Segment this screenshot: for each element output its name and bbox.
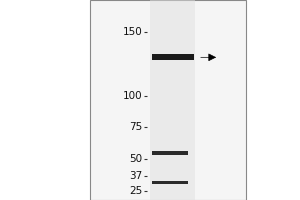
Bar [152,181,188,184]
Text: 37: 37 [129,171,142,181]
Bar [150,0,195,200]
Bar [90,0,246,200]
Text: 50: 50 [129,154,142,164]
Text: 75: 75 [129,122,142,132]
Bar [152,151,188,155]
Text: 100: 100 [123,91,142,101]
Text: 25: 25 [129,186,142,196]
Text: 150: 150 [123,27,142,37]
Bar [152,54,194,60]
